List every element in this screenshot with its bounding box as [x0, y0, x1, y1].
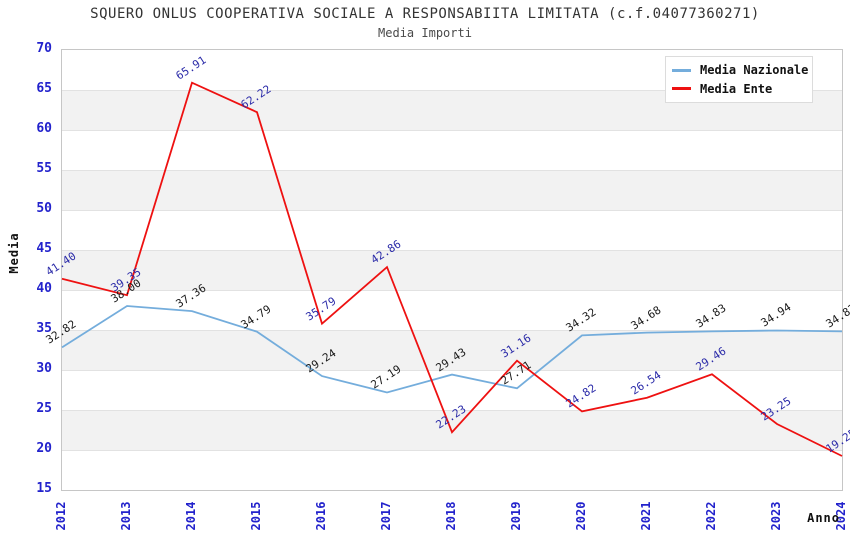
gridline	[62, 250, 842, 251]
x-tick-label: 2013	[119, 501, 133, 531]
series-line-media-nazionale	[61, 305, 843, 394]
x-tick-label: 2014	[184, 501, 198, 531]
legend-swatch-media-nazionale-icon	[672, 68, 691, 72]
gridline	[62, 210, 842, 211]
x-tick-label: 2012	[54, 501, 68, 531]
gridline	[62, 290, 842, 291]
plot-area	[61, 49, 843, 491]
y-tick-label: 65	[36, 81, 52, 96]
gridline	[62, 450, 842, 451]
x-tick-label: 2017	[379, 501, 393, 531]
legend: Media Nazionale Media Ente	[665, 56, 813, 103]
y-tick-label: 40	[36, 281, 52, 296]
y-tick-label: 60	[36, 121, 52, 136]
y-tick-label: 35	[36, 321, 52, 336]
x-tick-label: 2021	[639, 501, 653, 531]
plot-band	[62, 250, 842, 290]
y-tick-label: 30	[36, 361, 52, 376]
chart-subtitle: Media Importi	[378, 26, 472, 40]
x-tick-label: 2016	[314, 501, 328, 531]
y-tick-label: 25	[36, 401, 52, 416]
y-tick-label: 45	[36, 241, 52, 256]
x-tick-label: 2020	[574, 501, 588, 531]
y-tick-label: 55	[36, 161, 52, 176]
legend-item-media-nazionale: Media Nazionale	[672, 63, 809, 78]
gridline	[62, 170, 842, 171]
legend-label-media-nazionale: Media Nazionale	[700, 63, 809, 78]
y-axis-title: Media	[7, 232, 21, 274]
x-axis-title: Anno	[807, 511, 840, 525]
y-tick-label: 50	[36, 201, 52, 216]
series-line-media-ente	[61, 81, 843, 457]
x-tick-label: 2015	[249, 501, 263, 531]
legend-label-media-ente: Media Ente	[700, 81, 773, 96]
plot-band	[62, 170, 842, 210]
y-tick-label: 20	[36, 441, 52, 456]
chart-title: SQUERO ONLUS COOPERATIVA SOCIALE A RESPO…	[90, 6, 760, 22]
x-tick-label: 2019	[509, 501, 523, 531]
plot-band	[62, 330, 842, 370]
y-tick-label: 15	[36, 481, 52, 496]
gridline	[62, 130, 842, 131]
gridline	[62, 330, 842, 331]
gridline	[62, 370, 842, 371]
series-lines	[61, 81, 843, 457]
y-tick-label: 70	[36, 41, 52, 56]
x-tick-label: 2022	[704, 501, 718, 531]
legend-item-media-ente: Media Ente	[672, 82, 806, 96]
legend-swatch-media-ente-icon	[672, 87, 691, 91]
gridline	[62, 410, 842, 411]
x-tick-label: 2023	[769, 501, 783, 531]
gridline	[62, 90, 842, 91]
x-tick-label: 2018	[444, 501, 458, 531]
